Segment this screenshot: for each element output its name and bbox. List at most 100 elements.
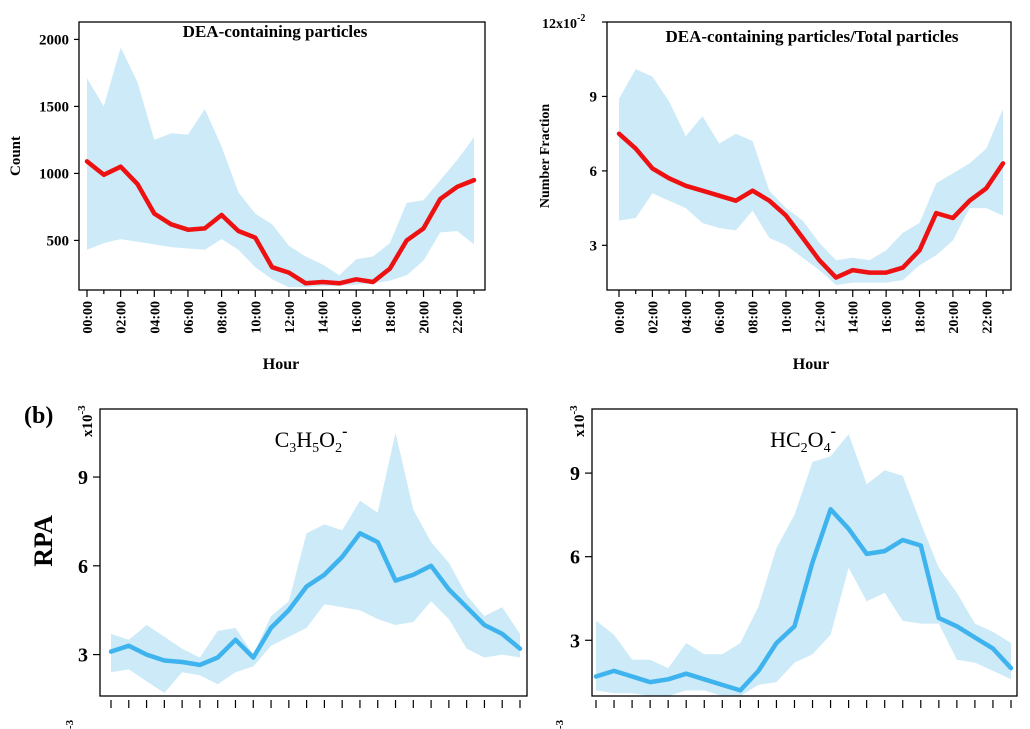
panel-count-mean-point xyxy=(86,160,88,163)
panel-count-mean-point xyxy=(204,227,206,230)
panel-count-mean-point xyxy=(119,165,122,168)
panel-fraction-mean-point xyxy=(768,199,771,202)
panel-count-xtick-label: 18:00 xyxy=(384,301,399,334)
panel-hc2o4-band-group xyxy=(596,434,1011,696)
panel-count-mean-point xyxy=(271,266,273,269)
panel-count-mean-point xyxy=(439,198,442,200)
panel-count-xtick-label: 00:00 xyxy=(81,301,96,334)
panel-fraction-scale-label: 12x10-2 xyxy=(542,13,585,32)
panel-count-xtick-label: 08:00 xyxy=(216,301,231,334)
panel-count-mean-point xyxy=(136,183,139,185)
panel-c3h5o2-ytick-label: 9 xyxy=(78,467,88,489)
panel-hc2o4-frame xyxy=(591,408,1018,697)
panel-c3h5o2-mean-point xyxy=(270,627,272,629)
panel-count-frame xyxy=(78,21,486,291)
panel-fraction-mean-point xyxy=(718,194,720,197)
panel-hc2o4-mean-point xyxy=(811,561,814,564)
panel-hc2o4-mean-point xyxy=(757,670,760,672)
panel-fraction-xtick-label: 16:00 xyxy=(880,301,895,334)
panel-c3h5o2-mean-point xyxy=(216,656,219,659)
panel-c3h5o2-mean-point xyxy=(252,656,255,659)
panel-fraction-mean-point xyxy=(935,212,937,214)
panel-hc2o4-mean-point xyxy=(703,678,706,681)
panel-count-mean-point xyxy=(372,281,374,283)
panel-hc2o4-mean-line xyxy=(593,507,1014,693)
panel-c3h5o2-yticks: 3 6 9 xyxy=(78,467,100,667)
panel-count-mean-point xyxy=(153,212,156,215)
panel-fraction: 3 6 9 00:00 02:00 04:00 06:00 08:00 10:00 12:00 1… xyxy=(538,13,1012,373)
panel-fraction-xticks: 00:00 02:00 04:00 06:00 08:00 10:00 12:00 14:00… xyxy=(613,290,1004,334)
panel-count-mean-point xyxy=(288,271,290,274)
panel-c3h5o2-scale-label: x10-3 xyxy=(76,405,96,437)
panel-count-mean-point xyxy=(355,278,358,281)
panel-fraction-mean-point xyxy=(885,271,887,274)
panel-count-mean-line xyxy=(84,159,477,286)
panel-c3h5o2-mean-point xyxy=(519,647,521,650)
panel-fraction-mean-point xyxy=(985,187,988,190)
panel-fraction-frame xyxy=(606,21,1012,291)
panel-fraction-mean-point xyxy=(685,185,687,187)
panel-hc2o4-mean-point xyxy=(775,642,778,644)
panel-count-ylabel: Count xyxy=(8,136,24,176)
panel-fraction-xtick-label: 18:00 xyxy=(914,301,929,334)
panel-c3h5o2-mean-point xyxy=(376,541,379,543)
panel-count-xtick-label: 12:00 xyxy=(283,301,298,334)
panel-count-mean-point xyxy=(456,186,459,188)
panel-fraction-mean-point xyxy=(851,269,854,271)
panel-count-ytick-label: 2000 xyxy=(39,33,69,49)
panel-hc2o4-xticks xyxy=(595,700,1012,708)
panel-hc2o4-mean-point xyxy=(956,625,958,628)
panel-count-title: DEA-containing particles xyxy=(183,22,368,41)
panel-hc2o4-mean-point xyxy=(721,684,724,686)
panel-fraction-ytick-label: 9 xyxy=(590,90,598,106)
panel-c3h5o2-mean-point xyxy=(199,664,201,666)
panel-fraction-xtick-label: 06:00 xyxy=(713,301,728,334)
panel-fraction-mean-point xyxy=(968,199,971,202)
panel-count-ytick-label: 1000 xyxy=(39,167,69,183)
panel-count-xtick-label: 02:00 xyxy=(115,301,130,334)
panel-count-mean-point xyxy=(389,267,391,270)
panel-fraction-mean-point xyxy=(701,189,704,192)
panel-c3h5o2-mean-point xyxy=(483,624,486,626)
panel-count-xtick-label: 22:00 xyxy=(451,301,466,334)
panel-hc2o4-line-group xyxy=(593,507,1014,693)
panel-c3h5o2-mean-point xyxy=(145,653,148,656)
panel-count-mean-point xyxy=(321,281,324,283)
panel-c3h5o2-mean-point xyxy=(501,633,504,635)
panel-count-ytick-label: 500 xyxy=(47,234,70,250)
panel-c3h5o2-mean-line xyxy=(108,531,523,668)
panel-count-mean-point xyxy=(103,174,105,176)
panel-fraction-mean-point xyxy=(618,132,620,135)
panel-c3h5o2-mean-point xyxy=(394,579,397,582)
panel-count-ytick-label: 1500 xyxy=(39,100,69,116)
panel-fraction-xlabel: Hour xyxy=(793,356,829,373)
panel-count-xtick-label: 06:00 xyxy=(182,301,197,334)
panel-c3h5o2-band-group xyxy=(111,432,520,693)
panel-fraction-mean-point xyxy=(868,271,871,274)
panel-c3h5o2-ytick-label: 3 xyxy=(78,645,88,667)
panel-hc2o4-mean-point xyxy=(1010,667,1012,669)
panel-hc2o4-mean-point xyxy=(865,553,868,555)
panel-b-label: (b) xyxy=(24,403,53,429)
panel-fraction-xtick-label: 00:00 xyxy=(613,301,628,334)
panel-hc2o4-mean-point xyxy=(920,544,922,547)
panel-count-xticks: 00:00 02:00 04:00 06:00 08:00 10:00 12:00 14:00… xyxy=(81,290,475,334)
panel-hc2o4-mean-point xyxy=(649,681,651,683)
panel-c3h5o2-mean-point xyxy=(288,609,290,611)
panel-count-xtick-label: 04:00 xyxy=(148,301,163,334)
panel-c3h5o2-mean-point xyxy=(234,639,237,641)
panel-hc2o4-mean-point xyxy=(974,636,976,639)
panel-count-band-group xyxy=(87,47,474,288)
panel-fraction-xtick-label: 10:00 xyxy=(780,301,795,334)
panel-fraction-mean-point xyxy=(801,237,804,239)
panel-hc2o4-mean-point xyxy=(667,678,669,681)
panel-fraction-xtick-label: 20:00 xyxy=(947,301,962,334)
panel-count-mean-point xyxy=(304,282,307,285)
panel-fraction-mean-point xyxy=(651,167,654,170)
panel-fraction-xtick-label: 14:00 xyxy=(847,301,862,334)
panel-hc2o4-mean-point xyxy=(739,689,742,692)
panel-hc2o4-ytick-label: 9 xyxy=(570,463,580,485)
panel-c3h5o2-mean-point xyxy=(412,573,415,576)
panel-c3h5o2-line-group xyxy=(108,531,523,668)
